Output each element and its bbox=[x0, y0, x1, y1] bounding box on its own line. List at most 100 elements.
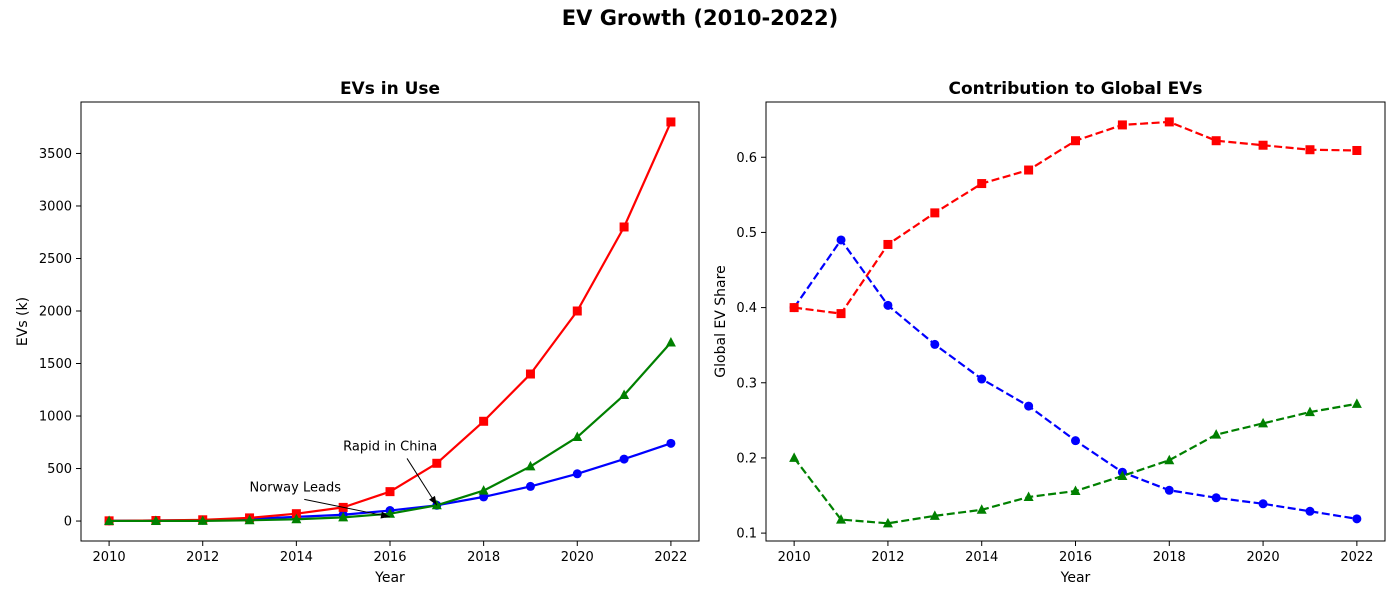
data-point bbox=[1211, 493, 1221, 503]
annotation-arrowhead bbox=[380, 511, 390, 519]
data-point bbox=[479, 416, 489, 426]
plot-frame bbox=[80, 101, 700, 542]
x-tick-label: 2016 bbox=[373, 550, 406, 565]
data-point bbox=[666, 117, 676, 127]
y-tick-label: 1000 bbox=[39, 410, 72, 425]
data-point bbox=[478, 485, 489, 495]
y-tick-label: 0 bbox=[64, 515, 72, 530]
data-point bbox=[1164, 454, 1175, 465]
data-point bbox=[572, 431, 583, 442]
data-point bbox=[619, 454, 629, 464]
x-tick-label: 2012 bbox=[871, 550, 904, 565]
y-tick-label: 3000 bbox=[39, 199, 72, 214]
data-point bbox=[244, 514, 255, 525]
data-point bbox=[666, 438, 676, 448]
data-point bbox=[104, 515, 115, 525]
data-point bbox=[338, 511, 349, 522]
data-point bbox=[1211, 429, 1222, 439]
data-point bbox=[1070, 485, 1081, 496]
x-tick-label: 2018 bbox=[467, 550, 500, 565]
chart-panel-2: Contribution to Global EVs 2010 2012 2014 20… bbox=[713, 79, 1386, 586]
data-point bbox=[789, 303, 799, 313]
y-tick-label: 1500 bbox=[39, 357, 72, 372]
y-tick-label: 500 bbox=[47, 462, 72, 477]
data-point bbox=[1164, 485, 1174, 495]
y-tick-label: 2500 bbox=[39, 252, 72, 267]
data-point bbox=[977, 374, 987, 384]
y-tick-label: 0.6 bbox=[736, 151, 757, 166]
data-point bbox=[1258, 499, 1268, 509]
data-point bbox=[1352, 514, 1362, 524]
data-point bbox=[197, 515, 208, 525]
data-point bbox=[525, 481, 535, 491]
figure-title: EV Growth (2010-2022) bbox=[561, 6, 839, 30]
chart-title: Contribution to Global EVs bbox=[949, 79, 1203, 99]
x-tick-label: 2020 bbox=[1247, 550, 1280, 565]
data-point bbox=[836, 309, 846, 319]
data-point bbox=[1352, 145, 1362, 155]
data-point bbox=[1258, 417, 1269, 428]
data-point bbox=[883, 239, 893, 249]
x-axis-label: Year bbox=[1060, 570, 1091, 586]
y-tick-label: 0.1 bbox=[736, 527, 757, 542]
x-tick-label: 2022 bbox=[654, 550, 687, 565]
data-point bbox=[883, 300, 893, 310]
data-point bbox=[1305, 145, 1315, 155]
annotation-text: Rapid in China bbox=[343, 439, 437, 454]
x-tick-label: 2020 bbox=[561, 550, 594, 565]
series-group bbox=[104, 117, 676, 526]
data-point bbox=[385, 487, 395, 497]
annotation-arrow bbox=[304, 498, 391, 518]
series-line-2 bbox=[109, 121, 672, 522]
data-point bbox=[291, 509, 301, 519]
y-tick-label: 0.2 bbox=[736, 451, 757, 466]
data-point bbox=[291, 513, 302, 524]
data-point bbox=[525, 369, 535, 379]
annotation-arrowhead bbox=[429, 495, 437, 506]
data-point bbox=[572, 469, 582, 479]
data-point bbox=[836, 514, 847, 524]
y-tick-label: 0.3 bbox=[736, 376, 757, 391]
data-point bbox=[479, 492, 489, 502]
x-tick-label: 2012 bbox=[186, 550, 219, 565]
data-point bbox=[1304, 406, 1315, 417]
data-point bbox=[1117, 470, 1128, 480]
x-tick-label: 2018 bbox=[1153, 550, 1186, 565]
data-point bbox=[572, 306, 582, 316]
data-point bbox=[1258, 140, 1268, 150]
data-point bbox=[1071, 136, 1080, 146]
chart-title: EVs in Use bbox=[340, 79, 440, 99]
x-tick-label: 2016 bbox=[1059, 550, 1092, 565]
data-point bbox=[665, 337, 676, 347]
series-line-2 bbox=[793, 120, 1357, 315]
y-axis-label: EVs (k) bbox=[15, 297, 31, 346]
data-point bbox=[882, 517, 893, 528]
data-point bbox=[976, 504, 987, 514]
data-point bbox=[1117, 120, 1127, 130]
y-tick-label: 0.5 bbox=[736, 226, 757, 241]
data-point bbox=[1024, 165, 1034, 175]
x-tick-label: 2010 bbox=[93, 550, 126, 565]
data-point bbox=[432, 458, 442, 468]
data-point bbox=[1071, 436, 1080, 446]
x-tick-label: 2014 bbox=[280, 550, 313, 565]
y-axis-label: Global EV Share bbox=[713, 265, 729, 377]
data-point bbox=[150, 515, 161, 525]
data-point bbox=[619, 222, 629, 232]
data-point bbox=[930, 339, 940, 349]
data-point bbox=[619, 389, 630, 400]
data-point bbox=[1305, 506, 1315, 516]
y-tick-label: 2000 bbox=[39, 304, 72, 319]
x-axis-label: Year bbox=[374, 570, 405, 586]
data-point bbox=[929, 510, 940, 520]
chart-panel-1: EVs in Use 2010 2012 2014 2016 2018 2020 2022 0 5… bbox=[15, 79, 700, 586]
data-point bbox=[930, 208, 940, 218]
annotation-text: Norway Leads bbox=[250, 480, 342, 495]
data-point bbox=[836, 235, 846, 245]
data-point bbox=[1351, 398, 1362, 408]
data-point bbox=[1164, 117, 1174, 127]
x-tick-label: 2010 bbox=[778, 550, 811, 565]
x-tick-label: 2014 bbox=[965, 550, 998, 565]
series-line-1 bbox=[793, 238, 1358, 520]
